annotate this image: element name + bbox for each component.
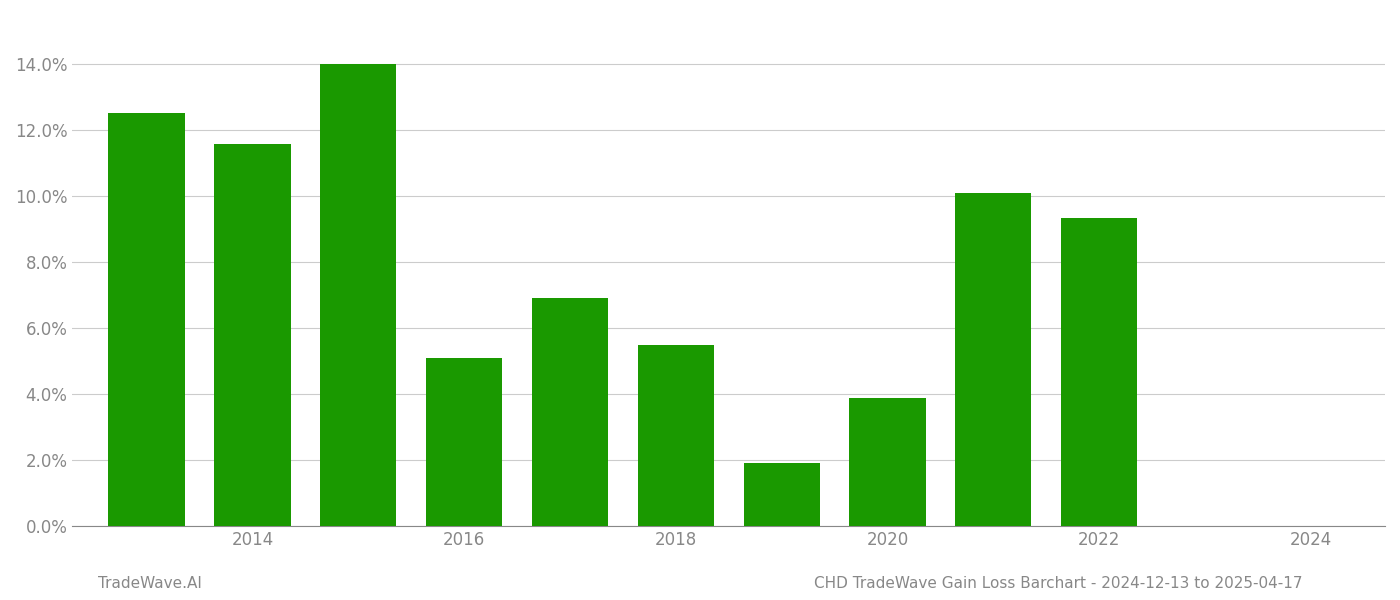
Text: TradeWave.AI: TradeWave.AI [98, 576, 202, 591]
Bar [426, 358, 503, 526]
Bar [638, 346, 714, 526]
Text: CHD TradeWave Gain Loss Barchart - 2024-12-13 to 2025-04-17: CHD TradeWave Gain Loss Barchart - 2024-… [813, 576, 1302, 591]
Bar [850, 398, 925, 526]
Bar [955, 193, 1032, 526]
Bar [1061, 218, 1137, 526]
Bar [321, 64, 396, 526]
Bar [743, 463, 820, 526]
Bar [214, 144, 291, 526]
Bar [108, 113, 185, 526]
Bar [532, 298, 608, 526]
